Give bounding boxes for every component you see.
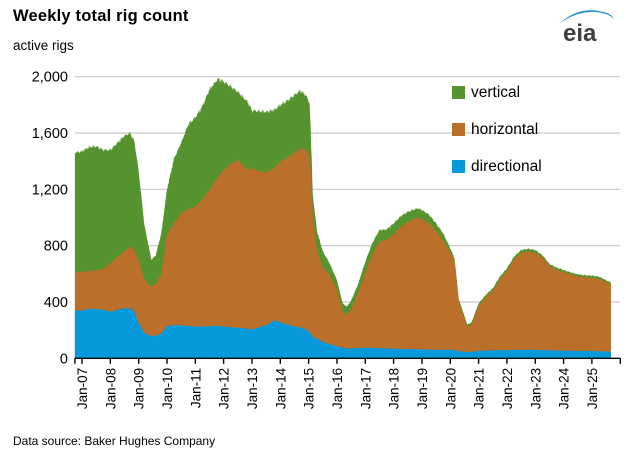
x-tick-label: Jan-22 <box>500 368 515 409</box>
x-tick-label: Jan-25 <box>585 368 600 409</box>
eia-logo: eia <box>559 10 614 47</box>
x-tick-label: Jan-16 <box>330 368 345 409</box>
y-tick-label: 1,200 <box>32 182 68 198</box>
y-tick-label: 2,000 <box>32 70 68 86</box>
x-tick-label: Jan-19 <box>415 368 430 409</box>
y-tick-label: 800 <box>44 239 68 255</box>
x-tick-label: Jan-21 <box>472 368 487 409</box>
legend-label-directional: directional <box>471 157 542 175</box>
y-axis-unit-label: active rigs <box>13 38 74 53</box>
directional-swatch-icon <box>452 160 465 173</box>
eia-logo-text: eia <box>563 20 597 47</box>
data-source: Data source: Baker Hughes Company <box>13 434 216 448</box>
x-tick-label: Jan-09 <box>132 368 147 409</box>
legend-item-directional: directional <box>452 148 542 185</box>
x-tick-label: Jan-12 <box>217 368 232 409</box>
legend-label-vertical: vertical <box>471 83 521 101</box>
y-tick-label: 1,600 <box>32 126 68 142</box>
x-tick-label: Jan-17 <box>358 368 373 409</box>
x-tick-label: Jan-24 <box>557 367 572 409</box>
y-tick-label: 400 <box>44 295 68 311</box>
chart-legend: vertical horizontal directional <box>452 74 542 185</box>
area-horizontal <box>74 147 611 359</box>
x-tick-label: Jan-23 <box>528 368 543 409</box>
x-tick-label: Jan-10 <box>160 368 175 409</box>
legend-item-vertical: vertical <box>452 74 542 111</box>
x-tick-label: Jan-11 <box>188 368 203 408</box>
x-tick-label: Jan-20 <box>443 368 458 409</box>
legend-label-horizontal: horizontal <box>471 120 539 138</box>
x-tick-label: Jan-15 <box>302 368 317 409</box>
legend-item-horizontal: horizontal <box>452 111 542 148</box>
area-directional <box>74 307 611 359</box>
x-tick-label: Jan-08 <box>103 368 118 409</box>
x-tick-label: Jan-18 <box>387 368 402 409</box>
x-tick-label: Jan-13 <box>245 368 260 409</box>
x-tick-label: Jan-14 <box>273 367 288 409</box>
y-tick-label: 0 <box>60 351 68 367</box>
vertical-swatch-icon <box>452 86 465 99</box>
x-tick-label: Jan-07 <box>75 368 90 409</box>
eia-logo-swoosh <box>559 10 614 24</box>
page-title: Weekly total rig count <box>13 7 189 25</box>
horizontal-swatch-icon <box>452 123 465 136</box>
